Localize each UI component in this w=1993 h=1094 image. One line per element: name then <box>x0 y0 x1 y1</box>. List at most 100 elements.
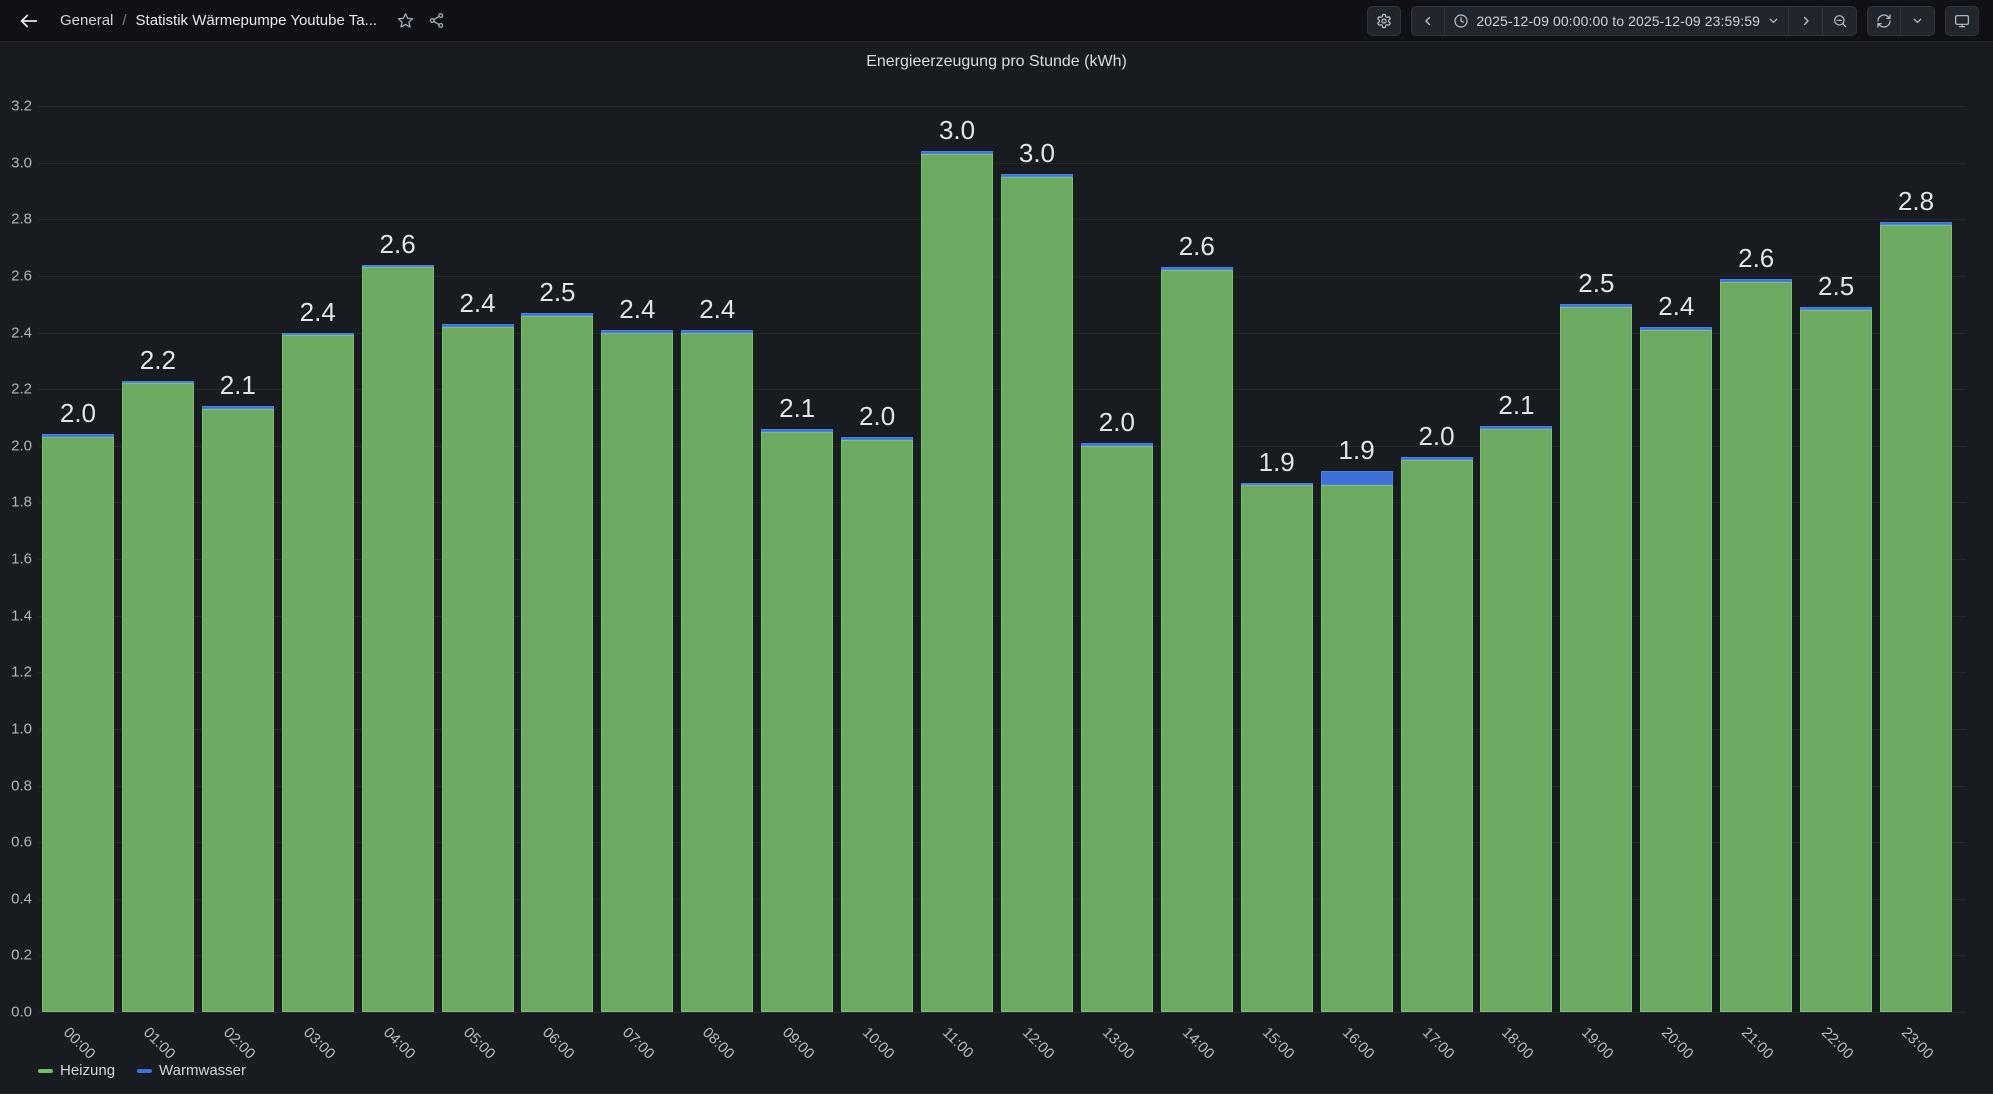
bar-value-label: 2.8 <box>1897 186 1935 217</box>
bar-segment-heizung[interactable] <box>1400 459 1473 1012</box>
kiosk-mode-button[interactable] <box>1945 5 1979 36</box>
bar-segment-heizung[interactable] <box>1640 329 1713 1012</box>
time-range-picker-button[interactable]: 2025-12-09 00:00:00 to 2025-12-09 23:59:… <box>1445 5 1789 36</box>
bar-segment-heizung[interactable] <box>1320 485 1393 1012</box>
bar-11:00[interactable]: 3.0 <box>921 106 994 1012</box>
bar-18:00[interactable]: 2.1 <box>1480 106 1553 1012</box>
bar-segment-heizung[interactable] <box>441 326 514 1012</box>
y-axis-tick-label: 2.4 <box>11 324 32 341</box>
favorite-button[interactable] <box>393 8 418 33</box>
bar-segment-warmwasser[interactable] <box>1080 442 1153 446</box>
x-axis-tick-label: 22:00 <box>1818 1024 1857 1063</box>
time-shift-forward-button[interactable] <box>1789 5 1823 36</box>
bar-value-label: 2.0 <box>859 401 896 432</box>
y-axis-tick-label: 1.4 <box>11 607 32 625</box>
bar-segment-heizung[interactable] <box>841 440 914 1012</box>
bar-segment-heizung[interactable] <box>1240 485 1313 1012</box>
bar-segment-warmwasser[interactable] <box>41 434 114 438</box>
bar-segment-warmwasser[interactable] <box>1240 482 1313 486</box>
bar-19:00[interactable]: 2.5 <box>1560 106 1633 1012</box>
x-axis-tick-label: 12:00 <box>1018 1024 1058 1063</box>
bar-06:00[interactable]: 2.5 <box>521 106 594 1012</box>
bar-segment-heizung[interactable] <box>1080 445 1153 1012</box>
bar-03:00[interactable]: 2.4 <box>281 106 354 1012</box>
bar-15:00[interactable]: 1.9 <box>1240 106 1313 1012</box>
bar-segment-warmwasser[interactable] <box>281 332 354 336</box>
bar-12:00[interactable]: 3.0 <box>1000 106 1073 1012</box>
bar-segment-warmwasser[interactable] <box>1560 304 1633 308</box>
bar-segment-heizung[interactable] <box>681 332 754 1012</box>
bar-00:00[interactable]: 2.0 <box>41 106 114 1012</box>
bar-segment-heizung[interactable] <box>1800 309 1873 1012</box>
legend-item-warmwasser[interactable]: Warmwasser <box>137 1062 246 1079</box>
bar-segment-warmwasser[interactable] <box>841 437 914 441</box>
bar-segment-heizung[interactable] <box>1560 307 1633 1012</box>
y-axis-tick-label: 2.6 <box>11 267 32 285</box>
bar-value-label: 2.2 <box>139 344 176 375</box>
bar-22:00[interactable]: 2.5 <box>1800 106 1873 1012</box>
bar-segment-warmwasser[interactable] <box>1000 173 1073 177</box>
refresh-interval-dropdown[interactable] <box>1901 5 1935 36</box>
bar-segment-warmwasser[interactable] <box>1400 457 1473 460</box>
bar-01:00[interactable]: 2.2 <box>121 106 194 1012</box>
bar-10:00[interactable]: 2.0 <box>841 106 914 1012</box>
bar-02:00[interactable]: 2.1 <box>201 106 274 1012</box>
bar-segment-heizung[interactable] <box>1720 281 1793 1012</box>
bar-segment-heizung[interactable] <box>121 383 194 1012</box>
bar-13:00[interactable]: 2.0 <box>1080 106 1153 1012</box>
bar-segment-warmwasser[interactable] <box>1640 326 1713 330</box>
bar-14:00[interactable]: 2.6 <box>1160 106 1233 1012</box>
bar-04:00[interactable]: 2.6 <box>361 106 434 1012</box>
bar-segment-heizung[interactable] <box>281 335 354 1012</box>
bar-segment-heizung[interactable] <box>521 315 594 1012</box>
breadcrumb-section[interactable]: General <box>60 12 114 29</box>
bar-segment-warmwasser[interactable] <box>1800 307 1873 310</box>
bar-segment-heizung[interactable] <box>1480 428 1553 1012</box>
legend-item-heizung[interactable]: Heizung <box>38 1062 115 1079</box>
bar-segment-heizung[interactable] <box>1000 176 1073 1012</box>
y-axis-tick-label: 0.6 <box>11 833 32 851</box>
refresh-button[interactable] <box>1867 5 1901 36</box>
bar-segment-warmwasser[interactable] <box>1880 222 1953 225</box>
bar-21:00[interactable]: 2.6 <box>1720 106 1793 1012</box>
clock-icon <box>1454 13 1468 28</box>
bar-segment-warmwasser[interactable] <box>441 324 514 327</box>
bar-segment-warmwasser[interactable] <box>1480 425 1553 429</box>
bar-segment-heizung[interactable] <box>761 431 834 1012</box>
x-axis-tick-label: 06:00 <box>539 1024 579 1063</box>
bar-segment-warmwasser[interactable] <box>601 329 674 333</box>
bar-segment-warmwasser[interactable] <box>1320 471 1393 486</box>
bar-23:00[interactable]: 2.8 <box>1880 106 1953 1012</box>
bar-07:00[interactable]: 2.4 <box>601 106 674 1012</box>
back-button[interactable] <box>14 6 44 36</box>
y-gridline <box>38 106 1966 107</box>
bar-segment-heizung[interactable] <box>41 437 114 1012</box>
bar-20:00[interactable]: 2.4 <box>1640 106 1713 1012</box>
bar-segment-warmwasser[interactable] <box>761 428 834 432</box>
time-shift-back-button[interactable] <box>1411 5 1446 36</box>
bar-segment-warmwasser[interactable] <box>681 329 754 333</box>
x-axis-tick-label: 08:00 <box>699 1024 738 1063</box>
bar-08:00[interactable]: 2.4 <box>681 106 754 1012</box>
bar-segment-warmwasser[interactable] <box>1160 267 1233 271</box>
dashboard-title: Statistik Wärmepumpe Youtube Ta... <box>135 12 378 29</box>
bar-segment-warmwasser[interactable] <box>1720 278 1793 282</box>
share-button[interactable] <box>424 8 449 33</box>
bar-05:00[interactable]: 2.4 <box>441 106 514 1012</box>
bar-segment-heizung[interactable] <box>601 332 674 1012</box>
bar-segment-heizung[interactable] <box>201 408 274 1012</box>
bar-09:00[interactable]: 2.1 <box>761 106 834 1012</box>
bar-segment-heizung[interactable] <box>1880 224 1953 1012</box>
dashboard-settings-button[interactable] <box>1367 5 1402 36</box>
bar-segment-warmwasser[interactable] <box>921 151 994 155</box>
zoom-out-time-button[interactable] <box>1823 5 1857 36</box>
bar-16:00[interactable]: 1.9 <box>1320 106 1393 1012</box>
bar-segment-warmwasser[interactable] <box>201 406 274 409</box>
bar-segment-warmwasser[interactable] <box>521 312 594 316</box>
bar-17:00[interactable]: 2.0 <box>1400 106 1473 1012</box>
bar-segment-warmwasser[interactable] <box>361 264 434 268</box>
bar-segment-warmwasser[interactable] <box>121 380 194 384</box>
bar-segment-heizung[interactable] <box>921 154 994 1012</box>
bar-segment-heizung[interactable] <box>1160 270 1233 1012</box>
bar-segment-heizung[interactable] <box>361 267 434 1012</box>
